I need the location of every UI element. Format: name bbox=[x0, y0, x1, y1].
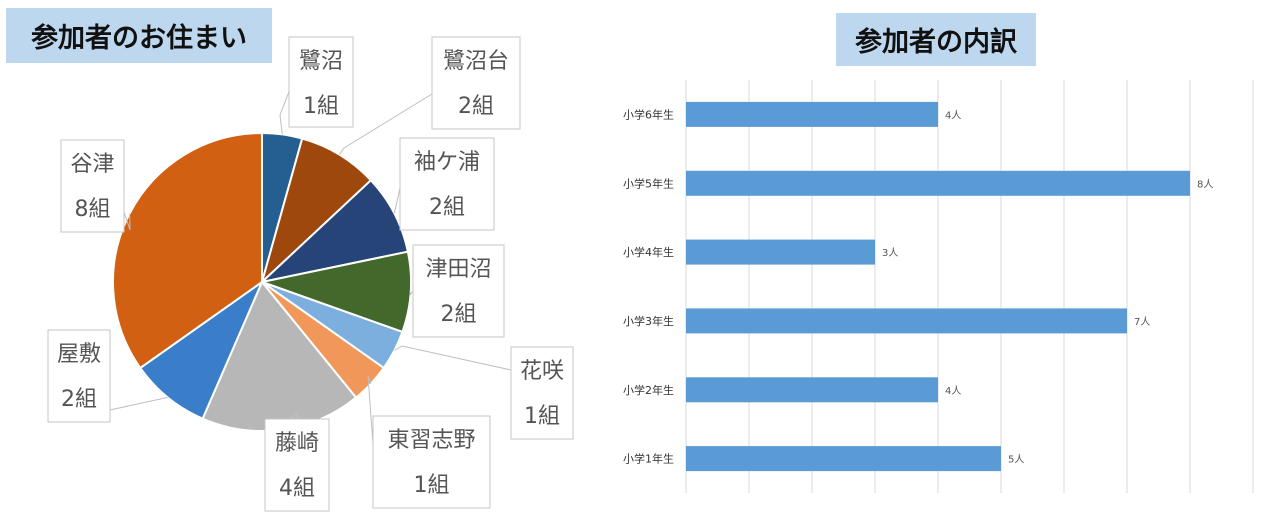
leader-line-5 bbox=[394, 345, 512, 371]
category-label: 小学5年生 bbox=[623, 176, 674, 190]
pie-label-name: 津田沼 bbox=[425, 257, 491, 282]
pie-label-box bbox=[47, 329, 111, 423]
pie-label-value: 1組 bbox=[414, 473, 450, 498]
category-label: 小学2年生 bbox=[623, 383, 674, 397]
value-label: 3人 bbox=[882, 247, 898, 259]
pie-label-name: 藤崎 bbox=[275, 431, 319, 456]
pie-label-box bbox=[412, 244, 505, 338]
bar-1 bbox=[686, 101, 938, 127]
pie-label-name: 東習志野 bbox=[387, 428, 475, 453]
pie-chart bbox=[112, 131, 412, 432]
leader-line-3 bbox=[393, 187, 401, 214]
pie-label-value: 2組 bbox=[61, 387, 97, 412]
pie-label-5: 花咲 1組 bbox=[510, 346, 574, 440]
pie-label-box bbox=[288, 36, 354, 128]
bar-2 bbox=[686, 170, 1190, 196]
pie-label-9: 谷津 8組 bbox=[60, 139, 125, 233]
pie-slice-4 bbox=[258, 250, 412, 334]
category-label: 小学6年生 bbox=[623, 107, 674, 121]
leader-line-2 bbox=[338, 93, 433, 155]
leader-line-9 bbox=[123, 211, 131, 231]
pie-chart-title: 参加者のお住まい bbox=[6, 8, 272, 63]
category-label: 小学4年生 bbox=[623, 245, 674, 259]
value-label: 8人 bbox=[1197, 178, 1213, 190]
pie-label-box bbox=[431, 36, 521, 130]
leader-line-8 bbox=[109, 397, 169, 411]
leader-line-6 bbox=[367, 375, 374, 445]
pie-label-4: 津田沼 2組 bbox=[412, 244, 505, 338]
bar-5 bbox=[686, 377, 938, 403]
pie-label-box bbox=[60, 139, 125, 233]
pie-slice-3 bbox=[258, 178, 410, 284]
pie-label-8: 屋敷 2組 bbox=[47, 329, 111, 423]
pie-label-value: 2組 bbox=[429, 195, 465, 220]
pie-label-name: 屋敷 bbox=[57, 342, 101, 367]
value-label: 4人 bbox=[945, 109, 961, 121]
pie-label-box bbox=[372, 415, 491, 509]
value-label: 5人 bbox=[1008, 454, 1024, 466]
pie-label-name: 袖ケ浦 bbox=[414, 150, 480, 175]
category-label: 小学3年生 bbox=[623, 314, 674, 328]
pie-label-name: 鷺沼 bbox=[299, 49, 343, 74]
bar-4 bbox=[686, 308, 1127, 334]
category-label: 小学1年生 bbox=[623, 452, 674, 466]
pie-label-name: 鷺沼台 bbox=[443, 49, 509, 74]
bar-6 bbox=[686, 446, 1001, 472]
pie-label-value: 1組 bbox=[524, 404, 560, 429]
pie-label-box bbox=[264, 418, 330, 512]
pie-label-box bbox=[399, 137, 495, 231]
pie-label-value: 2組 bbox=[441, 302, 477, 327]
bar-chart-title: 参加者の内訳 bbox=[836, 13, 1036, 66]
pie-label-name: 花咲 bbox=[520, 359, 564, 384]
pie-slice-2 bbox=[260, 137, 373, 286]
pie-label-3: 袖ケ浦 2組 bbox=[399, 137, 495, 231]
pie-label-value: 4組 bbox=[279, 476, 315, 501]
pie-slice-8 bbox=[138, 279, 265, 420]
pie-label-2: 鷺沼台 2組 bbox=[431, 36, 521, 130]
pie-label-name: 谷津 bbox=[70, 152, 114, 177]
pie-label-box bbox=[510, 346, 574, 440]
value-label: 4人 bbox=[945, 385, 961, 397]
bar-3 bbox=[686, 239, 875, 265]
pie-label-value: 8組 bbox=[75, 197, 111, 222]
pie-label-1: 鷺沼 1組 bbox=[288, 36, 354, 128]
pie-label-6: 東習志野 1組 bbox=[372, 415, 491, 509]
pie-label-7: 藤崎 4組 bbox=[264, 418, 330, 512]
value-label: 7人 bbox=[1134, 316, 1150, 328]
pie-labels: 鷺沼1組鷺沼台2組袖ケ浦2組津田沼2組花咲1組東習志野1組藤崎4組屋敷2組谷津8… bbox=[47, 36, 574, 512]
pie-label-value: 1組 bbox=[303, 94, 339, 119]
leader-line-4 bbox=[409, 290, 414, 296]
pie-slice-9 bbox=[112, 131, 263, 370]
pie-label-value: 2組 bbox=[458, 94, 494, 119]
